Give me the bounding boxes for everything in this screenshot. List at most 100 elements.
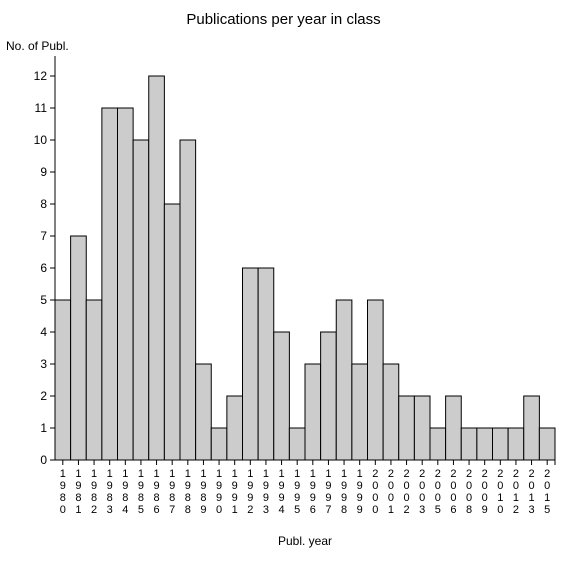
bar xyxy=(258,268,274,460)
x-tick-label-char: 9 xyxy=(200,480,206,492)
x-tick-label-char: 1 xyxy=(341,468,347,480)
bar xyxy=(539,428,555,460)
bar xyxy=(274,332,290,460)
x-tick-label-char: 1 xyxy=(154,468,160,480)
x-tick-label-char: 2 xyxy=(372,468,378,480)
x-tick-label-char: 9 xyxy=(216,480,222,492)
bar xyxy=(305,364,321,460)
bar xyxy=(196,364,212,460)
x-tick-label-char: 1 xyxy=(91,468,97,480)
x-tick-label-char: 4 xyxy=(122,504,128,516)
x-tick-label-char: 1 xyxy=(232,504,238,516)
bar xyxy=(71,236,87,460)
x-tick-label-char: 9 xyxy=(185,480,191,492)
x-tick-label-char: 9 xyxy=(357,480,363,492)
x-tick-label-char: 0 xyxy=(497,504,503,516)
x-tick-label-char: 2 xyxy=(247,504,253,516)
y-tick-label: 11 xyxy=(35,101,48,115)
x-tick-label-char: 6 xyxy=(450,504,456,516)
x-tick-label-char: 2 xyxy=(404,468,410,480)
x-tick-label-char: 8 xyxy=(138,492,144,504)
x-tick-label-char: 9 xyxy=(247,492,253,504)
bar xyxy=(149,76,165,460)
bar xyxy=(461,428,477,460)
y-tick-label: 1 xyxy=(40,421,47,435)
x-tick-label-char: 8 xyxy=(341,504,347,516)
x-tick-label-char: 2 xyxy=(513,504,519,516)
x-tick-label-char: 8 xyxy=(154,492,160,504)
x-tick-label-char: 9 xyxy=(357,504,363,516)
x-tick-label-char: 9 xyxy=(247,480,253,492)
x-tick-label-char: 9 xyxy=(138,480,144,492)
x-tick-label-char: 9 xyxy=(341,492,347,504)
x-tick-label-char: 0 xyxy=(372,504,378,516)
x-tick-label-char: 1 xyxy=(388,504,394,516)
x-tick-label-char: 2 xyxy=(91,504,97,516)
x-tick-label-char: 2 xyxy=(419,468,425,480)
x-tick-label-char: 9 xyxy=(294,480,300,492)
x-tick-label-char: 1 xyxy=(122,468,128,480)
bar xyxy=(399,396,415,460)
x-tick-label-char: 5 xyxy=(435,504,441,516)
x-tick-label-char: 2 xyxy=(497,468,503,480)
x-tick-label-char: 1 xyxy=(294,468,300,480)
y-tick-label: 0 xyxy=(40,453,47,467)
bar xyxy=(383,364,399,460)
x-tick-label-char: 9 xyxy=(263,492,269,504)
x-tick-label-char: 0 xyxy=(60,504,66,516)
x-tick-label-char: 8 xyxy=(107,492,113,504)
x-tick-label-char: 9 xyxy=(310,480,316,492)
x-tick-label-char: 9 xyxy=(279,480,285,492)
x-tick-label-char: 9 xyxy=(232,492,238,504)
bar xyxy=(508,428,524,460)
x-tick-label-char: 8 xyxy=(169,492,175,504)
x-tick-label-char: 0 xyxy=(513,480,519,492)
x-tick-label-char: 2 xyxy=(450,468,456,480)
x-tick-label-char: 1 xyxy=(185,468,191,480)
bar xyxy=(321,332,337,460)
x-tick-label-char: 9 xyxy=(60,480,66,492)
x-tick-label-char: 0 xyxy=(404,480,410,492)
x-tick-label-char: 9 xyxy=(263,480,269,492)
bar xyxy=(336,300,352,460)
x-tick-label-char: 8 xyxy=(185,504,191,516)
x-tick-label-char: 9 xyxy=(169,480,175,492)
x-tick-label-char: 0 xyxy=(529,480,535,492)
bar xyxy=(86,300,102,460)
x-tick-label-char: 3 xyxy=(263,504,269,516)
x-tick-label-char: 2 xyxy=(482,468,488,480)
y-tick-label: 3 xyxy=(40,357,47,371)
x-tick-label-char: 0 xyxy=(482,480,488,492)
x-tick-label-char: 7 xyxy=(169,504,175,516)
x-tick-label-char: 1 xyxy=(357,468,363,480)
y-tick-label: 9 xyxy=(40,165,47,179)
x-tick-label-char: 0 xyxy=(388,492,394,504)
x-tick-label-char: 0 xyxy=(388,480,394,492)
x-tick-label-char: 5 xyxy=(294,504,300,516)
bar xyxy=(55,300,71,460)
x-tick-label-char: 3 xyxy=(419,504,425,516)
x-tick-label-char: 1 xyxy=(169,468,175,480)
x-tick-label-char: 4 xyxy=(279,504,285,516)
bar xyxy=(243,268,259,460)
x-tick-label-char: 8 xyxy=(466,504,472,516)
bar xyxy=(118,108,134,460)
y-tick-label: 6 xyxy=(40,261,47,275)
x-tick-label-char: 2 xyxy=(544,468,550,480)
x-tick-label-char: 8 xyxy=(185,492,191,504)
x-tick-label-char: 3 xyxy=(107,504,113,516)
bar xyxy=(524,396,540,460)
y-tick-label: 2 xyxy=(40,389,47,403)
bar xyxy=(446,396,462,460)
bar xyxy=(102,108,118,460)
x-tick-label-char: 9 xyxy=(482,504,488,516)
x-tick-label-char: 9 xyxy=(232,480,238,492)
x-tick-label-char: 0 xyxy=(466,480,472,492)
x-tick-label-char: 0 xyxy=(497,480,503,492)
x-tick-label-char: 0 xyxy=(419,492,425,504)
x-tick-label-char: 0 xyxy=(372,480,378,492)
x-tick-label-char: 1 xyxy=(263,468,269,480)
x-tick-label-char: 0 xyxy=(544,480,550,492)
x-tick-label-char: 9 xyxy=(91,480,97,492)
x-tick-label-char: 9 xyxy=(122,480,128,492)
